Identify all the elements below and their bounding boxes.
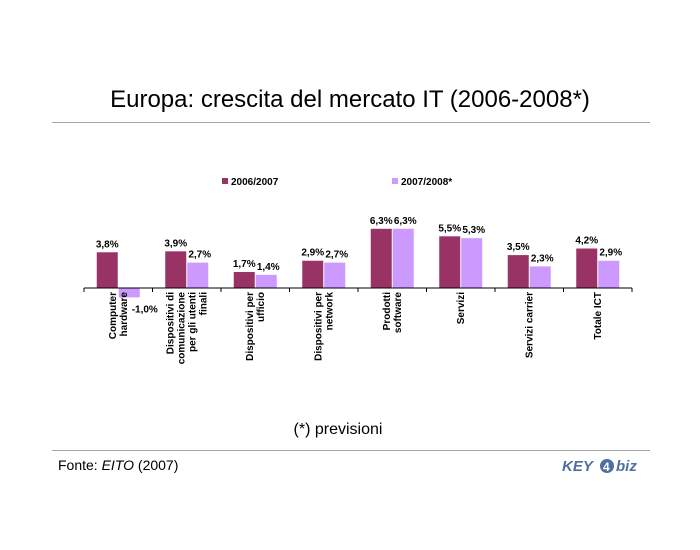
bar — [598, 260, 620, 288]
bar — [576, 248, 598, 288]
bar — [233, 272, 255, 288]
category-label-line: ufficio — [256, 292, 267, 322]
bar — [370, 228, 392, 288]
source-suffix: (2007) — [134, 457, 179, 473]
data-label: 1,4% — [257, 262, 280, 273]
bar — [392, 228, 414, 288]
category-label-line: Dispositivi per — [245, 292, 256, 361]
data-label: 2,7% — [325, 250, 348, 261]
key4biz-logo: KEY 4 biz — [562, 458, 637, 475]
legend-label: 2007/2008* — [401, 177, 452, 188]
category-label-line: Servizi carrier — [524, 292, 535, 358]
bar-chart: 2006/2007 2007/2008*3,8%-1,0%Computer hard… — [83, 177, 633, 365]
data-label: 1,7% — [233, 259, 256, 270]
bar — [255, 274, 277, 288]
data-label: 2,9% — [301, 248, 324, 259]
category-label: Computer hardware — [108, 292, 130, 340]
logo-circle — [600, 459, 614, 473]
bar — [96, 252, 118, 288]
slide-title: Europa: crescita del mercato IT (2006-20… — [110, 86, 590, 113]
bar — [529, 266, 551, 288]
bar — [165, 251, 187, 288]
bar — [302, 260, 324, 288]
data-label: 6,3% — [394, 216, 417, 227]
data-label: -1,0% — [132, 304, 158, 315]
legend-swatch — [222, 178, 228, 184]
data-label: 3,8% — [96, 239, 119, 250]
category-label: Servizi carrier — [524, 292, 535, 358]
logo-text-accent: biz — [616, 458, 637, 475]
source-note: Fonte: EITO (2007) — [58, 457, 178, 473]
data-label: 3,9% — [164, 238, 187, 249]
data-label: 5,3% — [462, 225, 485, 236]
bar — [118, 288, 140, 298]
footer-divider — [52, 450, 650, 451]
bar — [324, 262, 346, 288]
bar — [461, 238, 483, 288]
category-label-line: Prodotti — [382, 292, 393, 331]
title-divider — [52, 122, 650, 123]
data-label: 3,5% — [507, 242, 530, 253]
data-label: 2,9% — [599, 248, 622, 259]
data-label: 5,5% — [438, 223, 461, 234]
category-label-line: Totale ICT — [593, 292, 604, 340]
category-label-line: per gli utenti — [187, 292, 198, 352]
category-label: Prodotti software — [382, 292, 404, 334]
category-label-line: Computer — [108, 292, 119, 339]
data-label: 2,7% — [188, 250, 211, 261]
category-label-line: network — [324, 292, 335, 331]
category-label-line: software — [393, 292, 404, 334]
legend-label: 2006/2007 — [231, 177, 279, 188]
category-label: Dispositivi per network — [313, 292, 335, 361]
category-label-line: Dispositivi di — [165, 292, 176, 354]
bar — [439, 236, 461, 288]
category-label-line: Dispositivi per — [313, 292, 324, 361]
category-label: Dispositivi di comunicazione per gli utent… — [165, 292, 209, 365]
bar — [187, 262, 209, 288]
category-label: Servizi — [456, 292, 467, 324]
category-label-line: Servizi — [456, 292, 467, 324]
data-label: 6,3% — [370, 216, 393, 227]
category-label-line: hardware — [119, 292, 130, 337]
category-label-line: finali — [198, 292, 209, 316]
bar — [507, 255, 529, 288]
legend-swatch — [392, 178, 398, 184]
footnote: (*) previsioni — [293, 421, 383, 438]
logo-text-main: KEY — [562, 458, 595, 475]
data-label: 4,2% — [575, 236, 598, 247]
category-label: Totale ICT — [593, 292, 604, 340]
category-label-line: comunicazione — [176, 292, 187, 365]
category-label: Dispositivi per ufficio — [245, 292, 267, 361]
data-label: 2,3% — [531, 253, 554, 264]
source-prefix: Fonte: — [58, 457, 102, 473]
source-name: EITO — [101, 457, 135, 473]
logo-digit: 4 — [603, 460, 610, 474]
